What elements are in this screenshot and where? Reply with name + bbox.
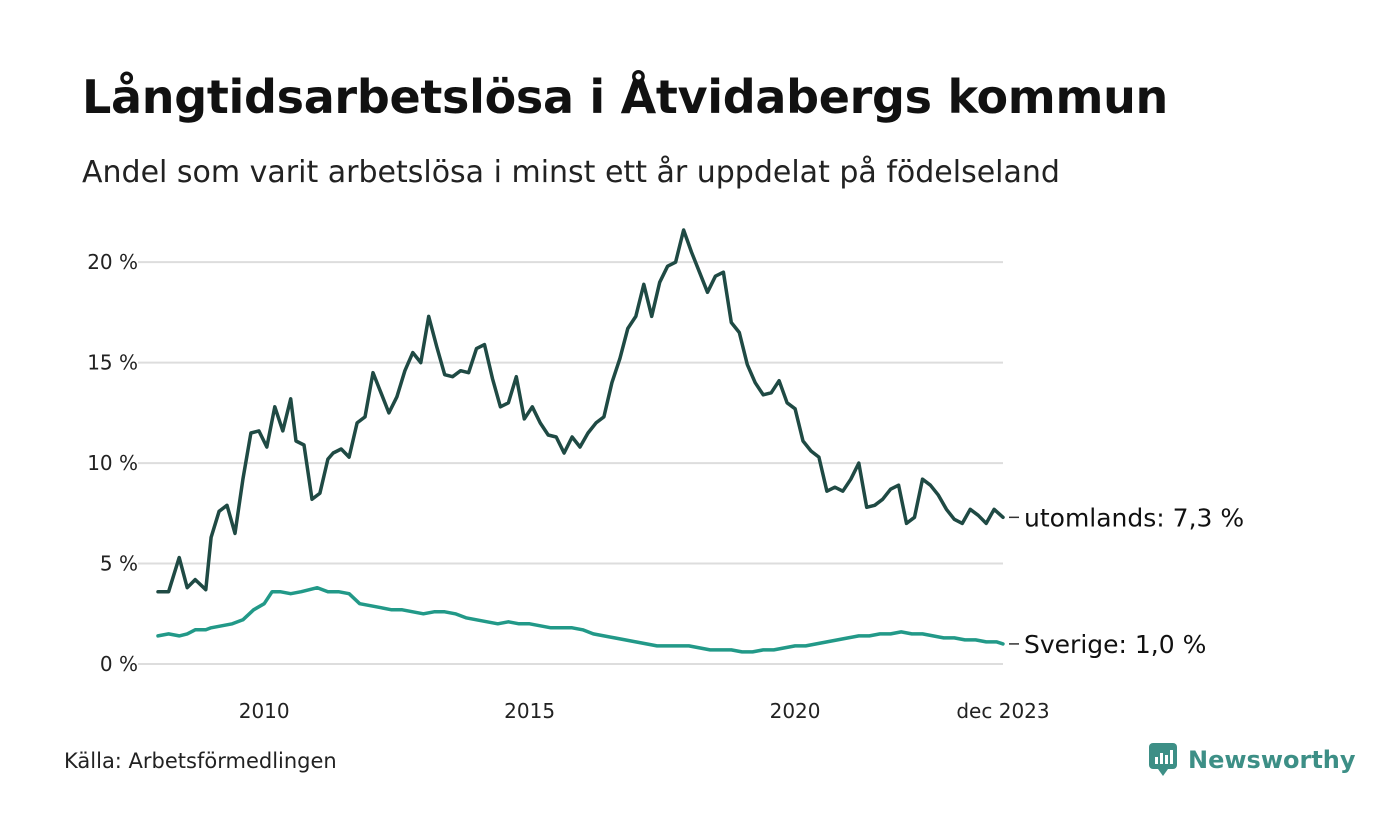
series-line-sverige xyxy=(156,585,1005,654)
brand-logo[interactable]: Newsworthy xyxy=(1148,742,1356,778)
x-tick-label: 2010 xyxy=(239,699,290,723)
y-tick-label: 5 % xyxy=(100,552,138,576)
y-tick-label: 15 % xyxy=(87,351,138,375)
series-end-label-sverige: Sverige: 1,0 % xyxy=(1024,630,1206,659)
y-tick-label: 10 % xyxy=(87,451,138,475)
series-layer xyxy=(156,228,1005,654)
page-subtitle: Andel som varit arbetslösa i minst ett å… xyxy=(82,155,1060,190)
series-line-utomlands xyxy=(156,228,1005,594)
y-tick-label: 20 % xyxy=(87,250,138,274)
brand-name: Newsworthy xyxy=(1188,746,1356,774)
x-tick-label: 2020 xyxy=(770,699,821,723)
x-tick-label: dec 2023 xyxy=(956,699,1049,723)
label-layer: utomlands: 7,3 % Sverige: 1,0 % xyxy=(1009,503,1244,659)
grid-layer: 0 % 5 % 10 % 15 % 20 % 2010 2015 2020 dec 2023 xyxy=(87,250,1049,723)
page-title: Långtidsarbetslösa i Åtvidabergs kommun xyxy=(82,70,1168,124)
series-end-label-utomlands: utomlands: 7,3 % xyxy=(1024,503,1244,532)
newsworthy-logo-icon xyxy=(1149,743,1177,776)
source-note: Källa: Arbetsförmedlingen xyxy=(64,749,337,773)
x-tick-label: 2015 xyxy=(504,699,555,723)
y-tick-label: 0 % xyxy=(100,652,138,676)
